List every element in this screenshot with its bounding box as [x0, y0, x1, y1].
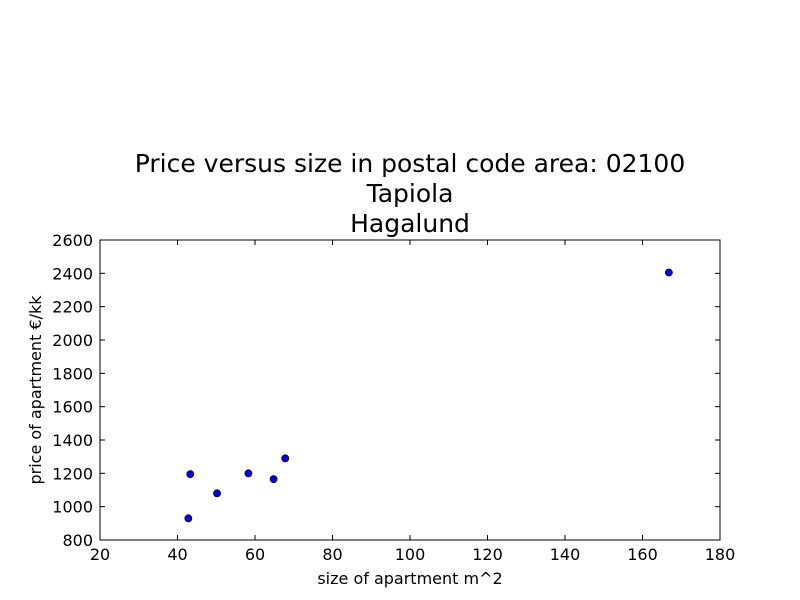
data-points	[184, 268, 673, 523]
data-point	[244, 469, 253, 478]
x-tick-label: 20	[90, 545, 110, 564]
y-axis-ticks: 800 1000 1200 1400 1600 1800 2000 2200 2400 2600	[52, 231, 720, 550]
x-axis-ticks: 20 40 60 80 100 120 140 160 180	[90, 240, 735, 564]
x-tick-label: 160	[627, 545, 658, 564]
chart-title-line: Price versus size in postal code area: 0…	[135, 149, 685, 178]
plot-frame	[99, 239, 721, 541]
x-tick-label: 180	[705, 545, 736, 564]
chart-title-line: Tapiola	[366, 179, 454, 208]
chart-title: Price versus size in postal code area: 0…	[135, 149, 685, 238]
x-tick-label: 60	[245, 545, 265, 564]
data-point	[269, 475, 278, 484]
y-tick-label: 1200	[52, 464, 93, 483]
data-point	[213, 489, 221, 498]
y-tick-label: 1800	[52, 364, 93, 383]
x-tick-label: 40	[167, 545, 187, 564]
y-tick-label: 1600	[52, 398, 93, 417]
y-tick-label: 2400	[52, 264, 93, 283]
y-tick-label: 1000	[52, 498, 93, 517]
y-tick-label: 800	[62, 531, 93, 550]
data-point	[184, 514, 193, 523]
data-point	[664, 268, 673, 277]
x-tick-label: 100	[395, 545, 426, 564]
data-point	[281, 454, 290, 463]
y-axis-label: price of apartment €/kk	[26, 295, 45, 485]
y-tick-label: 1400	[52, 431, 93, 450]
x-tick-label: 80	[322, 545, 342, 564]
y-tick-label: 2200	[52, 298, 93, 317]
x-axis-label: size of apartment m^2	[317, 569, 502, 588]
x-tick-label: 120	[472, 545, 503, 564]
y-tick-label: 2000	[52, 331, 93, 350]
y-tick-label: 2600	[52, 231, 93, 250]
chart-title-line: Hagalund	[350, 209, 470, 238]
data-point	[186, 470, 195, 479]
x-tick-label: 140	[550, 545, 581, 564]
